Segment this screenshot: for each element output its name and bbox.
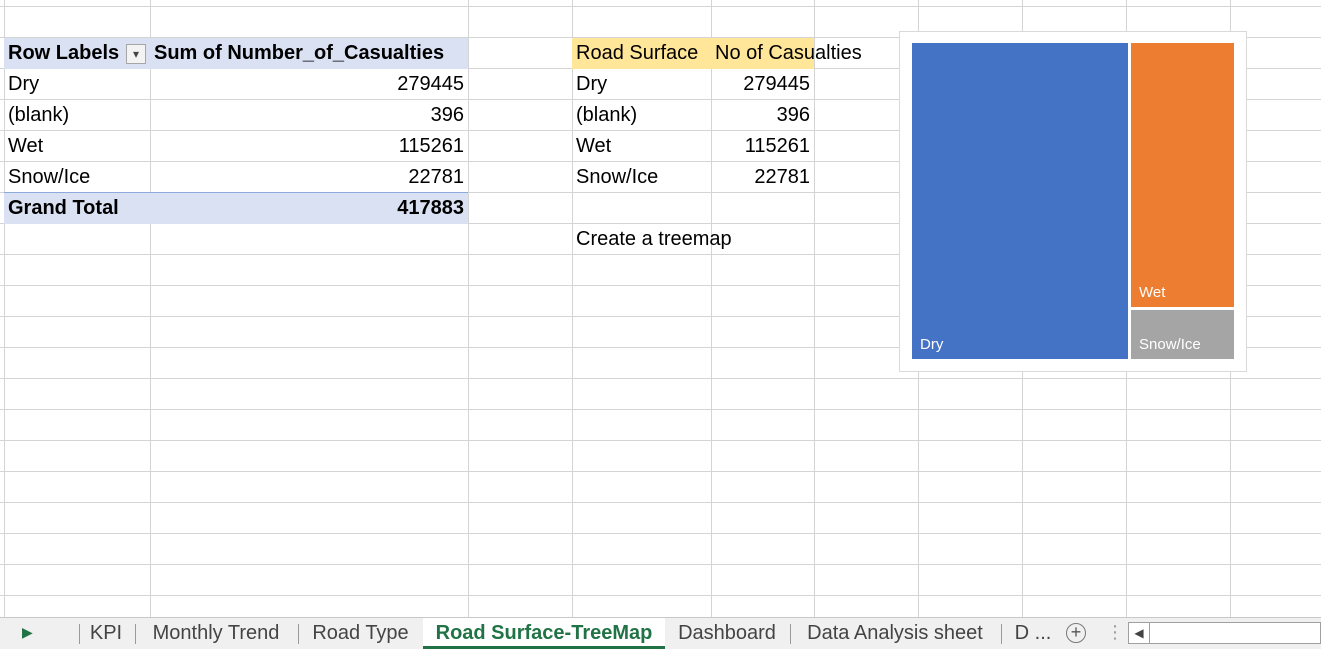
treemap-tile-snow-ice[interactable]: Snow/Ice <box>1131 310 1234 359</box>
tab-monthly-trend[interactable]: Monthly Trend <box>152 622 280 644</box>
tab-road-surface-treemap[interactable]: Road Surface-TreeMap <box>423 618 665 649</box>
table-header-road-surface[interactable]: Road Surface <box>572 38 711 69</box>
treemap-plot-area: Dry Wet Snow/Ice <box>912 43 1234 359</box>
treemap-tile-label: Snow/Ice <box>1139 336 1201 353</box>
table-row-value[interactable]: 115261 <box>744 135 810 157</box>
pivot-grand-total-value[interactable]: 417883 <box>150 193 468 224</box>
treemap-tile-dry[interactable]: Dry <box>912 43 1128 359</box>
pivot-row-label[interactable]: Wet <box>8 135 44 157</box>
tab-data-analysis-sheet[interactable]: Data Analysis sheet <box>807 622 983 644</box>
filter-dropdown-icon[interactable]: ▾ <box>126 44 146 64</box>
pivot-header-sum[interactable]: Sum of Number_of_Casualties <box>150 38 468 69</box>
table-header-casualties-cell[interactable]: No of Casualties <box>711 38 862 69</box>
treemap-tile-label: Dry <box>920 336 944 353</box>
note-cell[interactable]: Create a treemap <box>576 228 732 250</box>
horizontal-scrollbar[interactable]: ◀ <box>1128 622 1321 644</box>
pivot-row-label[interactable]: (blank) <box>8 104 70 126</box>
scroll-left-icon[interactable]: ◀ <box>1129 623 1150 643</box>
tab-kpi[interactable]: KPI <box>89 622 123 644</box>
tab-more[interactable]: D ... <box>1014 622 1052 644</box>
table-row-label[interactable]: Dry <box>576 73 608 95</box>
tab-dashboard[interactable]: Dashboard <box>678 622 776 644</box>
treemap-chart[interactable]: Dry Wet Snow/Ice <box>899 31 1247 372</box>
table-row-value[interactable]: 22781 <box>754 166 810 188</box>
pivot-row-value[interactable]: 396 <box>430 104 464 126</box>
table-row-value[interactable]: 396 <box>776 104 810 126</box>
pivot-row-value[interactable]: 115261 <box>398 135 464 157</box>
pivot-row-label[interactable]: Dry <box>8 73 40 95</box>
treemap-tile-wet[interactable]: Wet <box>1131 43 1234 307</box>
add-sheet-icon[interactable]: + <box>1066 623 1086 643</box>
splitter-handle-icon[interactable]: ⋮ <box>1106 622 1124 642</box>
pivot-header-row-labels-text: Row Labels <box>8 42 120 64</box>
tab-road-type[interactable]: Road Type <box>312 622 409 644</box>
table-row-label[interactable]: Snow/Ice <box>576 166 659 188</box>
treemap-tile-label: Wet <box>1139 284 1166 301</box>
worksheet-grid[interactable]: Row Labels ▾ Sum of Number_of_Casualties… <box>0 0 1321 617</box>
scroll-tabs-right-icon[interactable]: ▶ <box>22 624 33 640</box>
table-row-label[interactable]: Wet <box>576 135 612 157</box>
pivot-row-label[interactable]: Snow/Ice <box>8 166 91 188</box>
pivot-header-row-labels[interactable]: Row Labels <box>4 38 150 69</box>
table-row-value[interactable]: 279445 <box>743 73 810 95</box>
pivot-row-value[interactable]: 279445 <box>397 73 464 95</box>
pivot-row-value[interactable]: 22781 <box>408 166 464 188</box>
table-header-casualties: No of Casualties <box>715 42 862 64</box>
sheet-tab-bar: ▶ KPI Monthly Trend Road Type Road Surfa… <box>0 617 1321 649</box>
table-row-label[interactable]: (blank) <box>576 104 638 126</box>
pivot-grand-total-label[interactable]: Grand Total <box>4 193 150 224</box>
